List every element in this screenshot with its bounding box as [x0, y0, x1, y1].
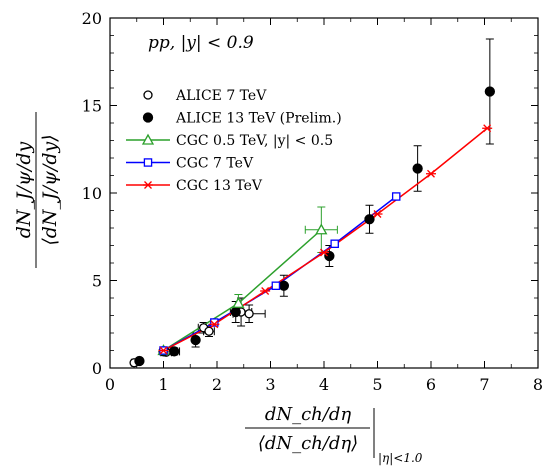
x-axis-label-numerator: dN_ch/dη: [265, 404, 352, 425]
y-axis-label-numerator: dN_J/ψ/dy: [13, 141, 35, 238]
axis-ticks: [109, 17, 539, 369]
x-tick-label: 6: [426, 375, 436, 394]
legend-marker: [143, 90, 153, 100]
legend: ALICE 7 TeV ALICE 13 TeV (Prelim.) CGC 0.5…: [126, 88, 342, 194]
legend-marker: [143, 158, 153, 167]
data-point: [232, 296, 245, 308]
legend-item: ALICE 13 TeV (Prelim.): [142, 111, 342, 127]
data-point: [372, 210, 383, 218]
data-point: [209, 320, 220, 329]
data-point: [244, 309, 254, 319]
data-point: [484, 86, 496, 97]
legend-item: CGC 0.5 TeV, |y| < 0.5: [126, 133, 333, 149]
x-tick-label: 2: [212, 375, 222, 394]
data-point: [271, 281, 281, 290]
x-tick-label: 8: [533, 375, 543, 394]
data-point: [364, 214, 375, 225]
y-tick-label: 20: [82, 9, 102, 28]
legend-item: CGC 13 TeV: [126, 178, 263, 194]
data-point: [330, 239, 339, 248]
legend-label: ALICE 7 TeV: [175, 88, 267, 104]
data-point: [324, 250, 335, 262]
plot-frame: [109, 17, 539, 369]
x-tick-label: 1: [158, 375, 168, 394]
series-markers-2: [157, 223, 328, 356]
data-point: [482, 124, 493, 133]
y-axis-label-denominator: ⟨dN_J/ψ/dy⟩: [39, 134, 61, 245]
legend-marker: [143, 181, 153, 189]
data-point: [319, 248, 329, 257]
series-layer: [129, 38, 496, 368]
data-point: [426, 169, 436, 178]
x-tick-label: 4: [319, 375, 329, 394]
series-markers-4: [158, 124, 493, 355]
legend-label: CGC 7 TeV: [176, 156, 254, 172]
legend-label: CGC 13 TeV: [176, 178, 263, 194]
data-point: [260, 287, 271, 295]
plot-axes: [109, 17, 539, 369]
data-point: [169, 346, 180, 357]
x-tick-label: 3: [265, 375, 275, 394]
data-point: [230, 306, 241, 318]
data-point: [315, 223, 328, 235]
x-tick-label: 5: [372, 375, 382, 394]
x-axis-label: dN_ch/dη ⟨dN_ch/dη⟩ |η|<1.0: [245, 404, 423, 465]
data-point: [158, 346, 169, 355]
legend-label: CGC 0.5 TeV, |y| < 0.5: [176, 133, 333, 149]
data-point: [204, 326, 214, 336]
data-point: [391, 192, 401, 201]
series-markers-1: [134, 86, 496, 367]
y-axis-label: dN_J/ψ/dy ⟨dN_J/ψ/dy⟩: [13, 112, 61, 268]
x-tick-label: 0: [105, 375, 115, 394]
data-point: [190, 334, 201, 346]
series-2: [163, 206, 338, 352]
data-point: [278, 280, 290, 291]
legend-item: ALICE 7 TeV: [143, 88, 267, 104]
x-axis-label-subscript: |η|<1.0: [378, 451, 423, 465]
annotation: pp, |y| < 0.9: [148, 33, 254, 53]
legend-marker: [142, 112, 154, 123]
x-tick-label: 7: [479, 375, 489, 394]
y-tick-label: 0: [92, 359, 102, 378]
y-tick-label: 5: [92, 272, 102, 291]
y-tick-label: 10: [82, 184, 102, 203]
data-point: [134, 355, 145, 367]
legend-item: CGC 7 TeV: [126, 156, 254, 172]
legend-marker: [141, 133, 155, 145]
data-point: [210, 318, 219, 327]
tick-labels: 0 1 2 3 4 5 6 7 8 0 5 10 15 20: [82, 9, 543, 394]
series-line: [163, 229, 322, 352]
x-axis-label-denominator: ⟨dN_ch/dη⟩: [258, 433, 358, 454]
legend-label: ALICE 13 TeV (Prelim.): [175, 111, 342, 127]
data-point: [412, 163, 423, 174]
y-tick-label: 15: [82, 97, 102, 116]
